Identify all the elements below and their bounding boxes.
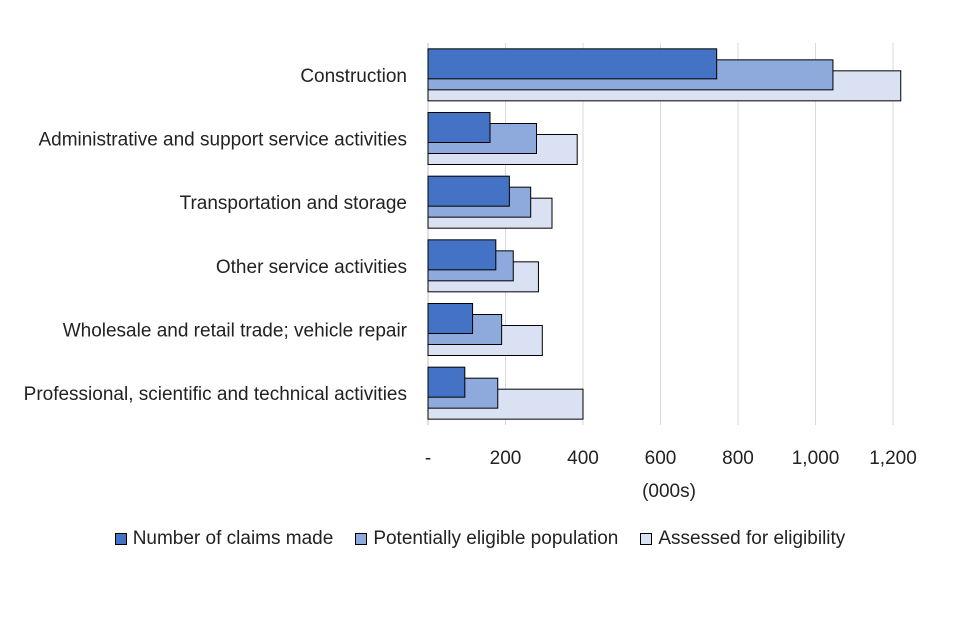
legend-item-eligible: Potentially eligible population: [355, 528, 618, 550]
bar-s0-c3: [427, 239, 497, 271]
legend-swatch-eligible: [355, 533, 368, 545]
legend-label-claims: Number of claims made: [132, 528, 334, 549]
category-label-0: Construction: [300, 66, 407, 87]
category-label-1: Administrative and support service activ…: [38, 130, 407, 151]
legend: Number of claims made Potentially eligib…: [0, 528, 960, 550]
x-axis-title: (000s): [642, 481, 696, 502]
x-tick-label-2: 400: [567, 448, 599, 469]
bar-s0-c1: [427, 112, 491, 143]
legend-label-assessed: Assessed for eligibility: [658, 528, 846, 549]
x-tick-label-0: -: [425, 448, 431, 469]
legend-swatch-claims: [114, 533, 127, 545]
bar-s0-c0: [427, 48, 718, 80]
category-labels: Construction Administrative and support s…: [24, 66, 408, 405]
bar-s0-c2: [427, 175, 510, 207]
category-label-2: Transportation and storage: [180, 193, 407, 214]
x-tick-label-3: 600: [645, 448, 677, 469]
x-tick-labels: - 200 400 600 800 1,000 1,200: [425, 448, 917, 469]
category-label-5: Professional, scientific and technical a…: [24, 384, 407, 405]
bar-s0-c4: [427, 303, 474, 334]
x-tick-label-6: 1,200: [869, 448, 917, 469]
legend-item-claims: Number of claims made: [114, 528, 334, 550]
legend-swatch-assessed: [640, 533, 653, 545]
category-label-3: Other service activities: [216, 257, 407, 278]
gridlines: [427, 43, 894, 425]
bar-s0-c5: [427, 366, 466, 398]
legend-label-eligible: Potentially eligible population: [373, 528, 619, 549]
x-tick-label-5: 1,000: [792, 448, 840, 469]
legend-item-assessed: Assessed for eligibility: [640, 528, 845, 550]
bars: [427, 48, 902, 420]
x-tick-label-4: 800: [722, 448, 754, 469]
x-tick-label-1: 200: [490, 448, 522, 469]
category-label-4: Wholesale and retail trade; vehicle repa…: [63, 321, 408, 342]
bar-chart: Construction Administrative and support s…: [24, 43, 917, 502]
